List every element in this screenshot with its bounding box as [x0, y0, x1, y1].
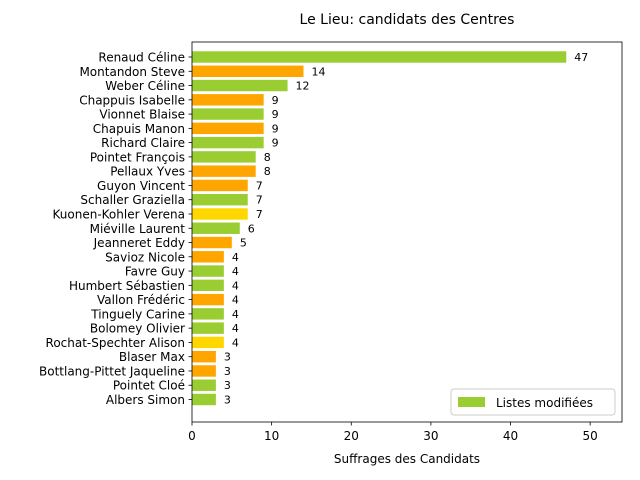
bars-group: [192, 51, 567, 406]
legend-box: [450, 388, 616, 416]
bar: [192, 65, 304, 77]
value-label: 7: [256, 208, 263, 221]
value-label: 47: [574, 51, 588, 64]
x-tick-label: 10: [264, 429, 279, 443]
category-label: Albers Simon: [106, 393, 185, 407]
value-label: 7: [256, 194, 263, 207]
bar: [192, 51, 567, 63]
legend: Listes modifiées: [450, 388, 616, 416]
bar: [192, 322, 224, 334]
value-label: 8: [264, 151, 271, 164]
bar: [192, 393, 216, 406]
category-label: Schaller Graziella: [80, 193, 185, 207]
value-label: 12: [296, 80, 310, 93]
chart-title: Le Lieu: candidats des Centres: [300, 12, 515, 28]
value-label: 14: [311, 65, 325, 78]
bar: [192, 279, 224, 292]
value-label: 9: [272, 137, 279, 150]
bar: [192, 308, 224, 320]
bar: [192, 336, 224, 349]
category-label: Weber Céline: [105, 79, 185, 93]
category-label: Kuonen-Kohler Verena: [53, 207, 186, 221]
category-label: Bolomey Olivier: [90, 322, 185, 336]
category-label: Tinguely Carine: [90, 307, 185, 321]
x-tick-label: 50: [583, 429, 598, 443]
bar: [192, 236, 232, 249]
bar: [192, 136, 264, 149]
category-label: Jeanneret Eddy: [93, 236, 185, 250]
value-label: 4: [232, 279, 239, 292]
value-label: 4: [232, 251, 239, 264]
value-label: 4: [232, 294, 239, 307]
bar: [192, 251, 224, 263]
x-tick-label: 0: [188, 429, 196, 443]
bar: [192, 122, 264, 135]
bar: [192, 179, 248, 192]
category-label: Savioz Nicole: [105, 250, 185, 264]
value-label: 8: [264, 165, 271, 178]
category-label: Pointet Cloé: [113, 379, 185, 393]
bar: [192, 265, 224, 277]
bar: [192, 194, 248, 206]
value-label: 4: [232, 322, 239, 335]
value-label: 3: [224, 379, 231, 392]
value-label: 3: [224, 365, 231, 378]
category-label: Favre Guy: [125, 265, 185, 279]
bar: [192, 293, 224, 306]
category-label: Renaud Céline: [98, 51, 185, 65]
value-label: 4: [232, 336, 239, 349]
value-label: 4: [232, 308, 239, 321]
category-label: Richard Claire: [101, 136, 185, 150]
legend-label: Listes modifiées: [496, 396, 593, 410]
bar: [192, 165, 256, 177]
bar: [192, 108, 264, 120]
category-label: Rochat-Spechter Alison: [46, 336, 185, 350]
bar: [192, 94, 264, 106]
category-label: Vallon Frédéric: [97, 293, 185, 307]
category-label: Pointet François: [90, 150, 185, 164]
bar: [192, 208, 248, 220]
value-label: 9: [272, 94, 279, 107]
bar: [192, 365, 216, 377]
plot-frame: [191, 41, 623, 423]
value-label: 9: [272, 108, 279, 121]
x-tick-label: 40: [503, 429, 518, 443]
category-label: Bottlang-Pittet Jaqueline: [39, 364, 185, 378]
category-label: Humbert Sébastien: [69, 279, 185, 293]
bar: [192, 151, 256, 163]
category-label: Chapuis Manon: [93, 122, 185, 136]
value-label: 4: [232, 265, 239, 278]
bar: [192, 79, 288, 92]
value-label: 7: [256, 179, 263, 192]
value-label: 3: [224, 394, 231, 407]
x-axis-ticks: 0 10 20 30 40 50: [188, 422, 598, 443]
value-label: 6: [248, 222, 255, 235]
legend-swatch: [458, 397, 485, 407]
value-label: 3: [224, 351, 231, 364]
category-label: Vionnet Blaise: [99, 108, 185, 122]
bar: [192, 379, 216, 391]
value-label: 9: [272, 122, 279, 135]
category-label: Blaser Max: [119, 350, 185, 364]
category-label: Miéville Laurent: [90, 222, 186, 236]
category-label: Chappuis Isabelle: [79, 93, 185, 107]
x-tick-label: 30: [423, 429, 438, 443]
bar: [192, 222, 240, 234]
bar: [192, 350, 216, 363]
x-tick-label: 20: [344, 429, 359, 443]
category-label: Guyon Vincent: [97, 179, 185, 193]
value-label: 5: [240, 237, 247, 250]
x-axis-label: Suffrages des Candidats: [334, 452, 480, 466]
category-label: Montandon Steve: [79, 65, 185, 79]
category-label: Pellaux Yves: [110, 165, 185, 179]
